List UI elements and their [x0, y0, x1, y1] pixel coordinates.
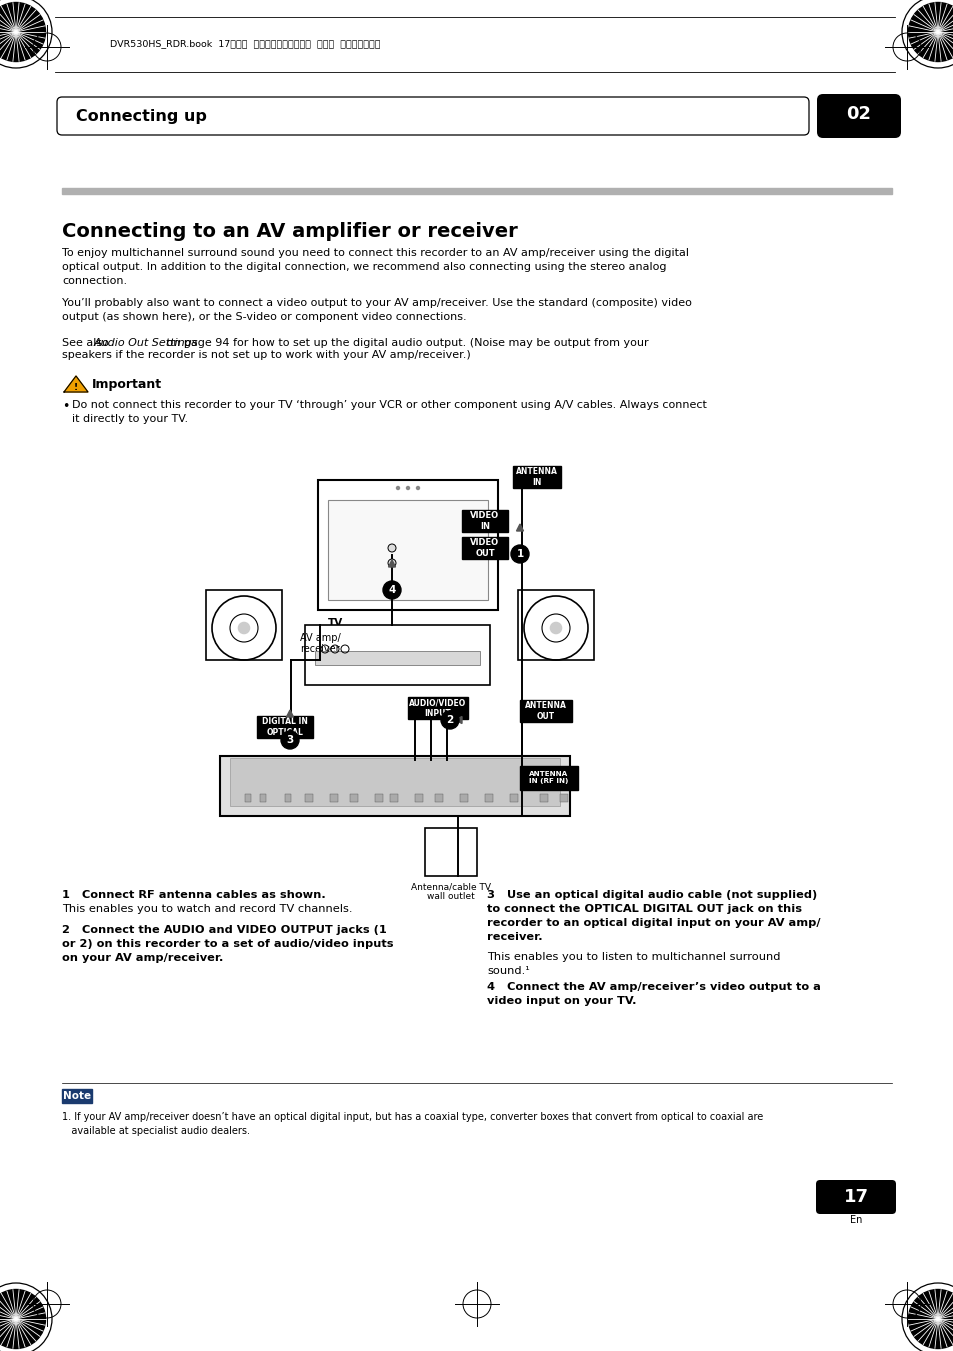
- Polygon shape: [388, 561, 395, 567]
- Polygon shape: [286, 711, 294, 717]
- Circle shape: [238, 623, 250, 634]
- Text: DVR530HS_RDR.book  17ページ  ２００５年５月２６日  木曜日  午後３時１９分: DVR530HS_RDR.book 17ページ ２００５年５月２６日 木曜日 午…: [110, 39, 380, 49]
- Circle shape: [388, 559, 395, 567]
- Bar: [305, 794, 313, 802]
- Bar: [415, 794, 422, 802]
- Bar: [260, 794, 266, 802]
- Text: Antenna/cable TV
wall outlet: Antenna/cable TV wall outlet: [411, 882, 491, 901]
- Text: Connecting to an AV amplifier or receiver: Connecting to an AV amplifier or receive…: [62, 222, 517, 240]
- Bar: [305, 626, 490, 685]
- Circle shape: [511, 544, 529, 563]
- Circle shape: [907, 1289, 953, 1348]
- Bar: [519, 700, 572, 721]
- Text: ANTENNA
IN (RF IN): ANTENNA IN (RF IN): [529, 771, 568, 785]
- Circle shape: [406, 486, 409, 489]
- Text: Do not connect this recorder to your TV ‘through’ your VCR or other component us: Do not connect this recorder to your TV …: [71, 400, 706, 424]
- Text: VIDEO
IN: VIDEO IN: [470, 511, 499, 531]
- Bar: [513, 466, 560, 488]
- Circle shape: [416, 486, 419, 489]
- Text: receiver: receiver: [299, 644, 339, 654]
- Text: 1: 1: [516, 549, 523, 559]
- Text: VIDEO
OUT: VIDEO OUT: [470, 538, 499, 558]
- Bar: [424, 828, 476, 875]
- Text: 1. If your AV amp/receiver doesn’t have an optical digital input, but has a coax: 1. If your AV amp/receiver doesn’t have …: [62, 1112, 762, 1136]
- Text: Connecting up: Connecting up: [76, 108, 207, 123]
- FancyBboxPatch shape: [815, 1179, 895, 1215]
- Bar: [375, 794, 382, 802]
- Bar: [350, 794, 357, 802]
- Bar: [461, 536, 507, 559]
- Text: Note: Note: [63, 1092, 91, 1101]
- Circle shape: [382, 581, 400, 598]
- Bar: [517, 590, 594, 661]
- Circle shape: [550, 623, 561, 634]
- Bar: [285, 794, 291, 802]
- Text: Audio Out Settings: Audio Out Settings: [93, 338, 198, 349]
- Text: •: •: [62, 400, 70, 413]
- Text: on page 94 for how to set up the digital audio output. (Noise may be output from: on page 94 for how to set up the digital…: [163, 338, 648, 349]
- Text: speakers if the recorder is not set up to work with your AV amp/receiver.): speakers if the recorder is not set up t…: [62, 350, 470, 359]
- Bar: [390, 794, 397, 802]
- Text: This enables you to watch and record TV channels.: This enables you to watch and record TV …: [62, 904, 352, 915]
- Text: See also: See also: [62, 338, 112, 349]
- Text: AV amp/: AV amp/: [299, 634, 340, 643]
- Bar: [408, 697, 468, 719]
- FancyBboxPatch shape: [57, 97, 808, 135]
- Bar: [245, 794, 251, 802]
- Bar: [461, 509, 507, 532]
- Text: AUDIO/VIDEO
INPUT: AUDIO/VIDEO INPUT: [409, 698, 466, 717]
- Text: To enjoy multichannel surround sound you need to connect this recorder to an AV : To enjoy multichannel surround sound you…: [62, 249, 688, 286]
- Polygon shape: [516, 524, 523, 531]
- Bar: [314, 651, 479, 665]
- Circle shape: [907, 3, 953, 62]
- Text: 1   Connect RF antenna cables as shown.: 1 Connect RF antenna cables as shown.: [62, 890, 325, 900]
- Circle shape: [426, 705, 436, 715]
- Circle shape: [441, 705, 452, 715]
- Bar: [539, 794, 547, 802]
- Text: DIGITAL IN
OPTICAL: DIGITAL IN OPTICAL: [262, 717, 308, 736]
- Bar: [328, 500, 488, 600]
- Text: ANTENNA
IN: ANTENNA IN: [516, 467, 558, 486]
- Text: TV: TV: [328, 617, 343, 628]
- Text: 2   Connect the AUDIO and VIDEO OUTPUT jacks (1
or 2) on this recorder to a set : 2 Connect the AUDIO and VIDEO OUTPUT jac…: [62, 925, 393, 963]
- Text: This enables you to listen to multichannel surround
sound.¹: This enables you to listen to multichann…: [486, 952, 780, 975]
- Polygon shape: [64, 376, 88, 392]
- Bar: [220, 757, 569, 816]
- Text: 02: 02: [845, 105, 871, 123]
- Bar: [62, 188, 891, 195]
- Text: 3   Use an optical digital audio cable (not supplied)
to connect the OPTICAL DIG: 3 Use an optical digital audio cable (no…: [486, 890, 820, 942]
- Text: 3: 3: [286, 735, 294, 744]
- Bar: [62, 1089, 91, 1102]
- Circle shape: [440, 711, 458, 730]
- Bar: [230, 758, 559, 807]
- Text: 4   Connect the AV amp/receiver’s video output to a
video input on your TV.: 4 Connect the AV amp/receiver’s video ou…: [486, 982, 820, 1006]
- Text: !: !: [74, 384, 78, 393]
- Circle shape: [0, 3, 46, 62]
- Text: En: En: [849, 1215, 862, 1225]
- Bar: [284, 725, 297, 735]
- Circle shape: [396, 486, 399, 489]
- Bar: [330, 794, 337, 802]
- Text: ANTENNA
OUT: ANTENNA OUT: [524, 701, 566, 720]
- FancyBboxPatch shape: [816, 95, 900, 138]
- Circle shape: [281, 731, 298, 748]
- Bar: [256, 716, 313, 738]
- Bar: [559, 794, 567, 802]
- Polygon shape: [455, 716, 461, 724]
- Text: 17: 17: [842, 1188, 867, 1206]
- Bar: [519, 766, 578, 790]
- Bar: [317, 480, 497, 611]
- Text: You’ll probably also want to connect a video output to your AV amp/receiver. Use: You’ll probably also want to connect a v…: [62, 299, 691, 322]
- Bar: [484, 794, 493, 802]
- Bar: [206, 590, 282, 661]
- Circle shape: [410, 705, 419, 715]
- Text: Important: Important: [91, 378, 162, 390]
- Bar: [510, 794, 517, 802]
- Text: 2: 2: [446, 715, 453, 725]
- Bar: [459, 794, 468, 802]
- Circle shape: [388, 544, 395, 553]
- Text: 4: 4: [388, 585, 395, 594]
- Bar: [435, 794, 442, 802]
- Circle shape: [0, 1289, 46, 1348]
